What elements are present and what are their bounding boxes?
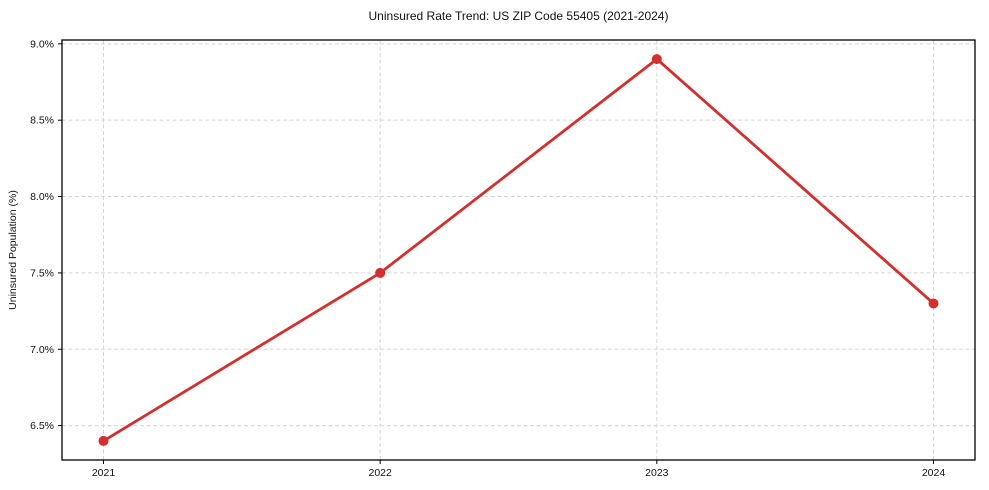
y-tick-label: 6.5% (30, 420, 54, 432)
data-point-marker (375, 267, 386, 278)
y-tick-label: 8.0% (30, 191, 54, 203)
trend-line (102, 57, 935, 443)
y-tick-label: 7.0% (30, 344, 54, 356)
chart-title: Uninsured Rate Trend: US ZIP Code 55405 … (368, 9, 669, 23)
y-tick-label: 7.5% (30, 267, 54, 279)
data-point-marker (928, 298, 939, 309)
y-tick-label: 9.0% (30, 38, 54, 50)
x-tick-label: 2021 (92, 467, 116, 479)
data-point-marker (98, 435, 109, 446)
x-tick-label: 2023 (645, 467, 669, 479)
axes-spines (61, 39, 976, 461)
y-tick-label: 8.5% (30, 115, 54, 127)
x-tick-label: 2024 (922, 467, 946, 479)
x-tick-label: 2022 (368, 467, 392, 479)
data-point-marker (651, 54, 662, 65)
